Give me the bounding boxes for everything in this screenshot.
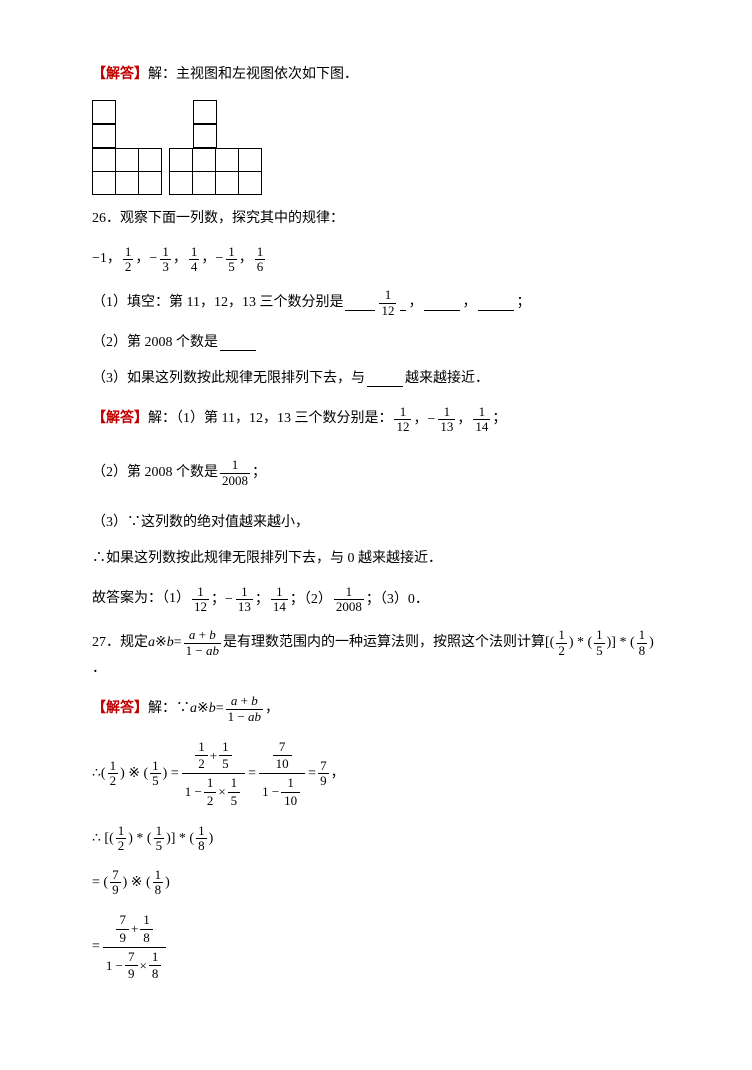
q26-p2-text: （2）第 2008 个数是 xyxy=(92,332,218,354)
grid-cell xyxy=(238,171,262,195)
q26-part3: （3）如果这列数按此规律无限排列下去，与 越来越接近． xyxy=(92,368,660,390)
grid-cell xyxy=(240,100,264,124)
grid-cell xyxy=(215,171,239,195)
q27-step2: ∴ [(12) * (15)] * (18) xyxy=(92,824,660,854)
answer-label: 【解答】 xyxy=(92,408,148,430)
grid-cell xyxy=(139,124,163,148)
bigfrac-3: 79 + 18 1 − 79 × 18 xyxy=(103,911,166,983)
therefore: ∴ xyxy=(92,763,101,785)
blank xyxy=(220,336,256,351)
frac-7-9: 79 xyxy=(318,759,329,789)
blank xyxy=(400,296,406,311)
q26-part1: （1）填空：第 11，12，13 三个数分别是 112 ， ， ； xyxy=(92,288,660,318)
grid-cell xyxy=(216,100,240,124)
q27-step1: ∴ (12) ※ (15) = 12 + 15 1 − 12 × 15 = 71… xyxy=(92,738,660,810)
answer-intro: 【解答】 解：主视图和左视图依次如下图． xyxy=(92,64,660,86)
grid-cell xyxy=(215,148,239,172)
answer-label: 【解答】 xyxy=(92,64,148,86)
var-b: b xyxy=(167,632,174,654)
q26-p3-tail: 越来越接近． xyxy=(405,368,489,390)
q26-answer1: 【解答】 解：（1）第 11，12，13 三个数分别是： 112，−113，11… xyxy=(92,405,660,435)
answer-label: 【解答】 xyxy=(92,698,148,720)
grid-cell xyxy=(193,100,217,124)
q26-title-text: 26．观察下面一列数，探究其中的规律： xyxy=(92,208,344,230)
q27-a-pre: 解：∵ xyxy=(148,698,190,720)
grid-cell xyxy=(138,171,162,195)
frac-def2: a + b 1 − ab xyxy=(226,694,263,724)
grid-cell xyxy=(192,148,216,172)
grid-cell xyxy=(169,171,193,195)
q26-p3-text: （3）如果这列数按此规律无限排列下去，与 xyxy=(92,368,365,390)
grid-cell xyxy=(92,148,116,172)
grid-cell xyxy=(240,124,264,148)
q26-sequence: −1，12，−13，14，−15，16 xyxy=(92,245,660,275)
bigfrac-1: 12 + 15 1 − 12 × 15 xyxy=(182,738,245,810)
blank xyxy=(345,296,375,311)
eq: = xyxy=(174,632,182,654)
comma: ， xyxy=(408,292,422,314)
grid-cell xyxy=(115,171,139,195)
q26-answer3-2: ∴如果这列数按此规律无限排列下去，与 0 越来越接近． xyxy=(92,548,660,570)
q26-a3-2: ∴如果这列数按此规律无限排列下去，与 0 越来越接近． xyxy=(92,548,442,570)
q26-answer3-1: （3）∵这列数的绝对值越来越小， xyxy=(92,512,660,534)
blank xyxy=(478,296,514,311)
grid-cell xyxy=(216,124,240,148)
grid-cell xyxy=(138,148,162,172)
q26-final: 故答案为：（1） 112；−113；114；（2）12008；（3）0． xyxy=(92,585,660,615)
grid-cell xyxy=(169,148,193,172)
frac-1-2008: 12008 xyxy=(220,458,250,488)
period: ． xyxy=(92,658,106,680)
frac-def: a + b 1 − ab xyxy=(184,628,221,658)
grid-cell xyxy=(192,171,216,195)
q26-final-pre: 故答案为：（1） xyxy=(92,588,190,610)
q27-title: 27．规定 a ※ b = a + b 1 − ab 是有理数范围内的一种运算法… xyxy=(92,628,660,680)
blank xyxy=(424,296,460,311)
blank xyxy=(367,372,403,387)
answer-text: 解：主视图和左视图依次如下图． xyxy=(148,64,358,86)
op-symbol: ※ xyxy=(155,632,167,654)
q26-part2: （2）第 2008 个数是 xyxy=(92,332,660,354)
q26-a2-pre: （2）第 2008 个数是 xyxy=(92,462,218,484)
q26-a1-pre: 解：（1）第 11，12，13 三个数分别是： xyxy=(148,408,392,430)
views-diagram xyxy=(92,100,660,194)
grid-cell xyxy=(115,100,139,124)
grid-cell xyxy=(193,124,217,148)
grid-cell xyxy=(92,100,116,124)
q27-title-post: 是有理数范围内的一种运算法则，按照这个法则计算 xyxy=(223,632,545,654)
var-a: a xyxy=(148,632,155,654)
q27-step3: = (79) ※ (18) xyxy=(92,868,660,898)
semicolon: ； xyxy=(516,292,530,314)
expr-main: [(12) * (15)] * (18) xyxy=(545,628,654,658)
grid-cell xyxy=(92,124,116,148)
grid-cell xyxy=(238,148,262,172)
frac-1-12: 112 xyxy=(379,288,396,318)
q26-a3-1: （3）∵这列数的绝对值越来越小， xyxy=(92,512,309,534)
q27-answer-def: 【解答】 解：∵ a ※ b = a + b 1 − ab ， xyxy=(92,694,660,724)
grid-cell xyxy=(169,100,193,124)
comma: ， xyxy=(462,292,476,314)
grid-cell xyxy=(169,124,193,148)
grid-cell xyxy=(115,148,139,172)
q26-p1-text: （1）填空：第 11，12，13 三个数分别是 xyxy=(92,292,343,314)
grid-cell xyxy=(115,124,139,148)
q27-title-pre: 27．规定 xyxy=(92,632,148,654)
q26-title: 26．观察下面一列数，探究其中的规律： xyxy=(92,208,660,230)
q26-answer2: （2）第 2008 个数是 12008 ； xyxy=(92,458,660,488)
grid-cell xyxy=(92,171,116,195)
q27-step4: = 79 + 18 1 − 79 × 18 xyxy=(92,911,660,983)
grid-cell xyxy=(139,100,163,124)
bigfrac-2: 710 1 − 110 xyxy=(259,738,305,810)
